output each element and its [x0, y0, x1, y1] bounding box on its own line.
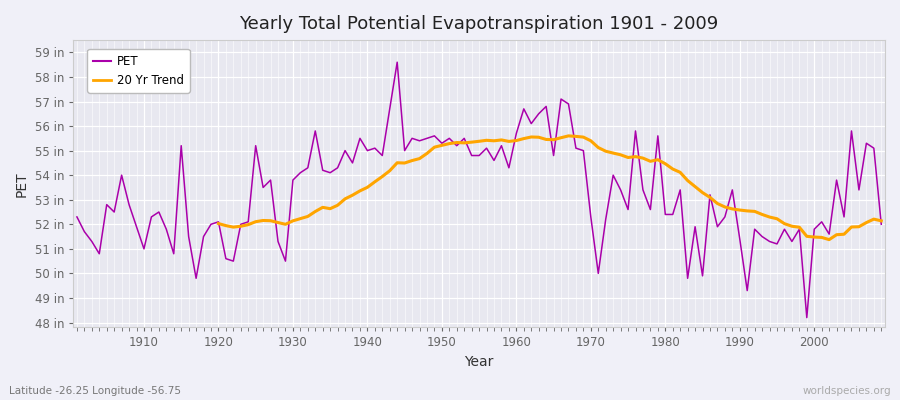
Y-axis label: PET: PET [15, 171, 29, 196]
X-axis label: Year: Year [464, 355, 494, 369]
Text: worldspecies.org: worldspecies.org [803, 386, 891, 396]
Title: Yearly Total Potential Evapotranspiration 1901 - 2009: Yearly Total Potential Evapotranspiratio… [239, 15, 719, 33]
Legend: PET, 20 Yr Trend: PET, 20 Yr Trend [87, 49, 190, 92]
Text: Latitude -26.25 Longitude -56.75: Latitude -26.25 Longitude -56.75 [9, 386, 181, 396]
